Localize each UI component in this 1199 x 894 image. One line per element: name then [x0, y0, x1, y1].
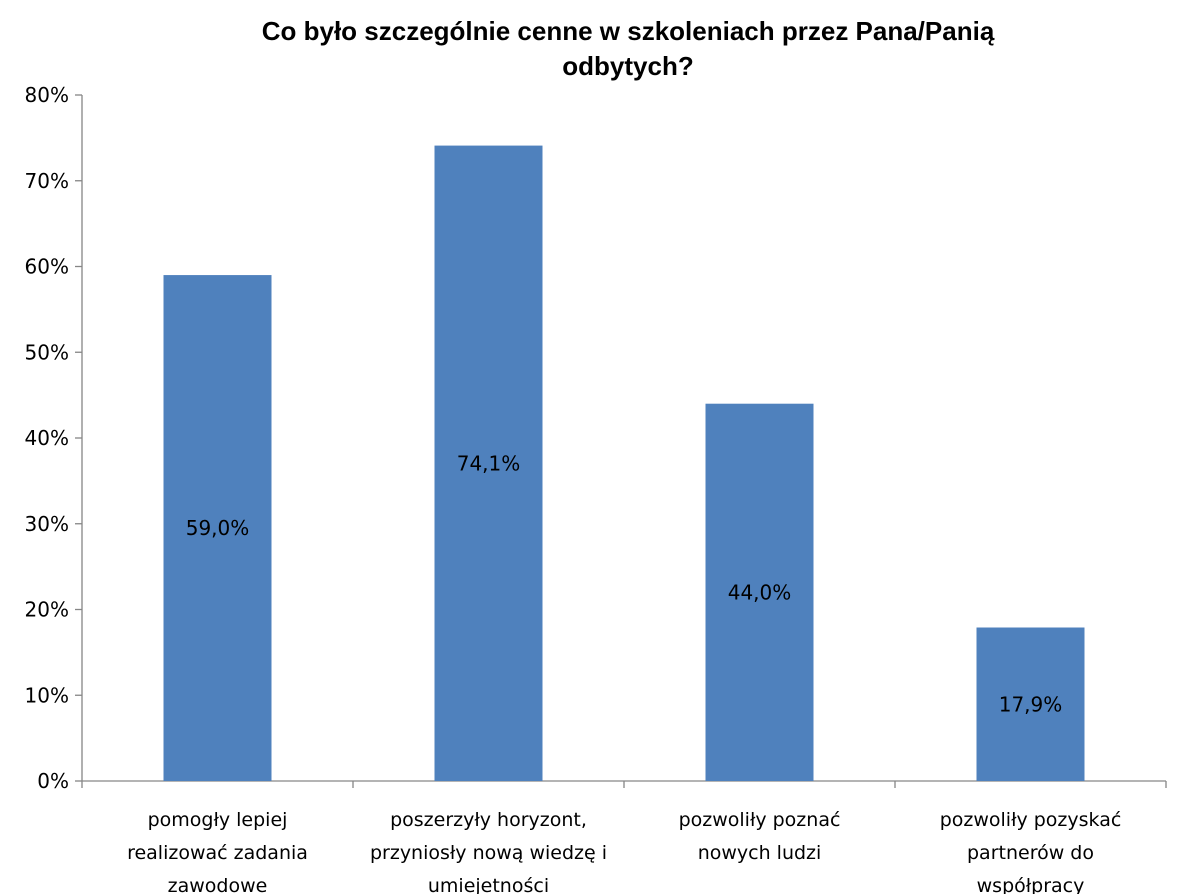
x-category-label: partnerów do [967, 842, 1094, 864]
x-category-label: realizować zadania [127, 842, 308, 864]
y-tick-label: 10% [25, 683, 69, 707]
y-tick-label: 50% [25, 340, 69, 364]
chart-title-line-1: Co było szczególnie cenne w szkoleniach … [262, 16, 995, 46]
y-tick-label: 60% [25, 255, 69, 279]
bar [434, 145, 543, 781]
bar-value-label: 74,1% [457, 451, 521, 475]
bar [976, 627, 1085, 781]
y-tick-label: 70% [25, 169, 69, 193]
bar-value-label: 17,9% [999, 692, 1063, 716]
y-tick-label: 30% [25, 512, 69, 536]
bar-value-label: 59,0% [186, 516, 250, 540]
chart-title: Co było szczególnie cenne w szkoleniach … [262, 16, 995, 81]
bar [705, 403, 814, 781]
bar-value-label: 44,0% [728, 580, 792, 604]
x-category-label: przyniosły nową wiedzę i [370, 842, 607, 864]
x-category-label: umiejetności [428, 875, 549, 894]
chart-title-line-2: odbytych? [562, 51, 693, 81]
axes: 0% 10% 20% 30% 40% 50% 60% 70% 80% [25, 83, 1167, 793]
y-tick-label: 20% [25, 598, 69, 622]
x-category-label: pozwoliły pozyskać [940, 809, 1122, 831]
x-category-label: pomogły lepiej [148, 809, 288, 831]
bars: 59,0% pomogły lepiej realizować zadania zaw… [127, 145, 1122, 894]
x-category-label: poszerzyły horyzont, [390, 809, 587, 831]
y-tick-label: 40% [25, 426, 69, 450]
x-category-label: zawodowe [168, 875, 268, 894]
x-category-label: współpracy [977, 875, 1085, 894]
y-tick-label: 0% [37, 769, 69, 793]
x-category-label: nowych ludzi [698, 842, 822, 864]
x-category-label: pozwoliły poznać [679, 809, 841, 831]
y-tick-label: 80% [25, 83, 69, 107]
bar [163, 275, 272, 781]
